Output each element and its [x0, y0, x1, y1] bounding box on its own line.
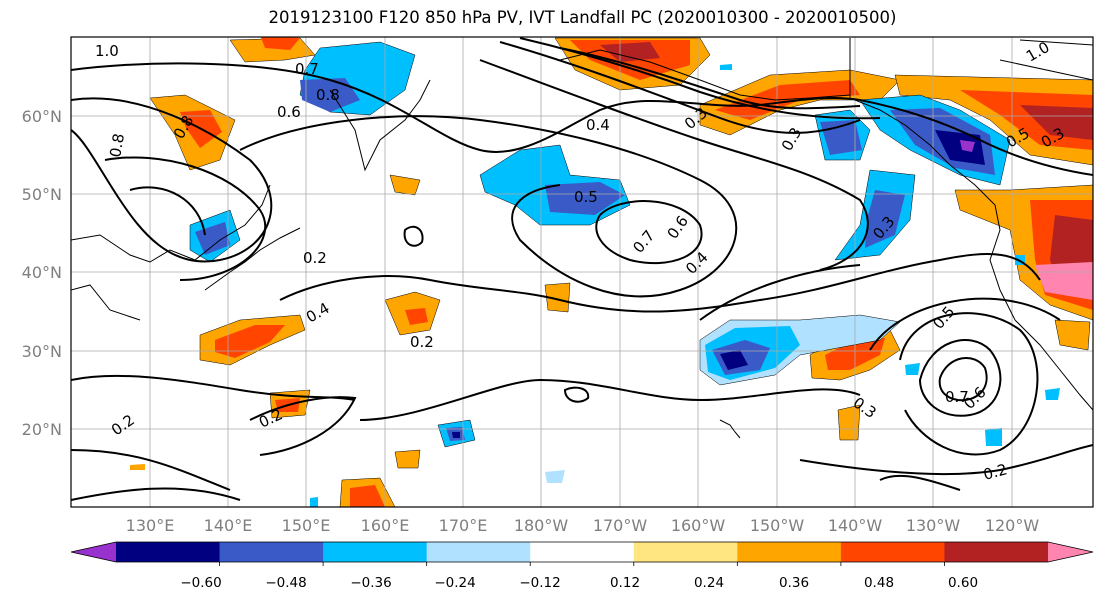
shaded-field — [130, 37, 1093, 507]
lat-label: 30°N — [22, 342, 62, 361]
lon-label: 150°W — [750, 516, 805, 535]
colorbar-tick-label: −0.36 — [350, 575, 391, 591]
lon-axis: 130°E 140°E 150°E 160°E 170°E 180°W 170°… — [126, 516, 1040, 535]
colorbar-ticks: −0.60 −0.48 −0.36 −0.24 −0.12 0.12 0.24 … — [180, 575, 978, 591]
lon-label: 170°E — [439, 516, 488, 535]
contour-label: 0.4 — [586, 116, 610, 134]
colorbar-extend-high — [1048, 542, 1093, 562]
colorbar-bin — [944, 542, 1049, 562]
lon-label: 170°W — [593, 516, 648, 535]
lon-label: 160°W — [671, 516, 726, 535]
colorbar-tick-label: −0.24 — [434, 575, 475, 591]
contour-label: 0.8 — [106, 132, 128, 159]
contour-label: 0.2 — [981, 460, 1009, 484]
contour-label: 0.5 — [574, 188, 598, 206]
chart-title: 2019123100 F120 850 hPa PV, IVT Landfall… — [268, 8, 897, 27]
lat-label: 20°N — [22, 420, 62, 439]
contour-label: 1.0 — [95, 42, 119, 60]
colorbar-bin — [840, 542, 945, 562]
lat-label: 50°N — [22, 185, 62, 204]
lon-label: 130°W — [906, 516, 961, 535]
contour-label: 0.8 — [316, 86, 340, 104]
lon-label: 180°W — [514, 516, 569, 535]
colorbar-tick-label: −0.60 — [180, 575, 221, 591]
colorbar-tick-label: −0.12 — [519, 575, 560, 591]
colorbar-bin — [219, 542, 324, 562]
colorbar-tick-label: 0.60 — [948, 575, 978, 591]
colorbar-tick-label: 0.48 — [864, 575, 894, 591]
contour-label: 0.7 — [945, 388, 969, 406]
lon-label: 120°W — [985, 516, 1040, 535]
contour-label: 0.7 — [295, 60, 319, 78]
lat-label: 60°N — [22, 107, 62, 126]
colorbar-bin — [426, 542, 531, 562]
colorbar-tick-label: −0.48 — [265, 575, 306, 591]
lon-label: 160°E — [361, 516, 410, 535]
colorbar — [70, 541, 1094, 566]
colorbar-bin — [323, 542, 428, 562]
colorbar-bin — [530, 542, 635, 562]
lon-label: 140°W — [828, 516, 883, 535]
colorbar-bin — [116, 542, 221, 562]
colorbar-extend-low — [71, 542, 116, 562]
contour-label: 0.6 — [277, 103, 301, 121]
lon-label: 130°E — [126, 516, 175, 535]
lat-axis: 60°N 50°N 40°N 30°N 20°N — [22, 107, 62, 439]
lon-label: 150°E — [282, 516, 331, 535]
colorbar-bin — [737, 542, 842, 562]
map-frame — [70, 36, 1094, 508]
lon-label: 140°E — [204, 516, 253, 535]
contour-lines — [71, 37, 1093, 501]
gridlines — [71, 37, 1093, 507]
contour-label: 0.2 — [410, 333, 434, 351]
colorbar-tick-label: 0.36 — [779, 575, 809, 591]
lat-label: 40°N — [22, 263, 62, 282]
contour-label: 0.2 — [303, 249, 327, 267]
colorbar-bin — [633, 542, 738, 562]
colorbar-tick-label: 0.24 — [694, 575, 724, 591]
coastlines — [71, 38, 1093, 439]
colorbar-outline — [70, 541, 1094, 563]
colorbar-tick-label: 0.12 — [610, 575, 640, 591]
